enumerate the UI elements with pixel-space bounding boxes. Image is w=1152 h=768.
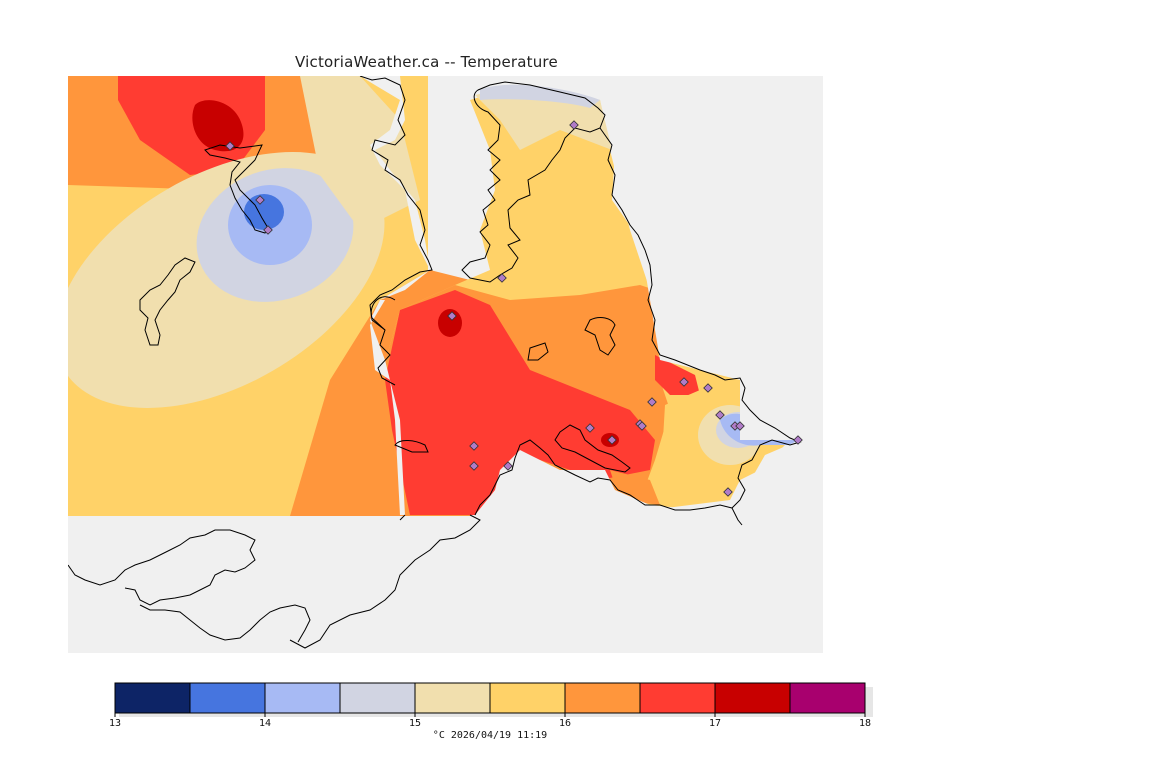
legend-swatch: [489, 682, 566, 714]
station-marker[interactable]: [730, 421, 740, 431]
station-marker[interactable]: [793, 435, 803, 445]
legend-swatch: [189, 682, 266, 714]
legend-swatch: [114, 682, 191, 714]
legend-swatch: [564, 682, 641, 714]
coastline: [68, 76, 802, 649]
station-marker[interactable]: [637, 421, 647, 431]
water: [360, 76, 823, 525]
station-marker[interactable]: [735, 421, 745, 431]
station-marker[interactable]: [447, 311, 457, 321]
temperature-map: [68, 76, 823, 653]
legend-tick-label: 17: [709, 718, 721, 729]
station-marker[interactable]: [255, 195, 265, 205]
legend-swatch: [714, 682, 791, 714]
station-marker[interactable]: [225, 141, 235, 151]
legend-swatch: [639, 682, 716, 714]
station-marker[interactable]: [497, 273, 507, 283]
legend-unit-label: °C 2026/04/19 11:19: [433, 730, 547, 741]
legend-swatch: [339, 682, 416, 714]
station-marker[interactable]: [569, 120, 579, 130]
map-title: VictoriaWeather.ca -- Temperature: [295, 53, 558, 71]
legend-tick-label: 14: [259, 718, 271, 729]
station-marker[interactable]: [607, 435, 617, 445]
station-marker[interactable]: [723, 487, 733, 497]
station-marker[interactable]: [679, 377, 689, 387]
legend-tick-label: 16: [559, 718, 571, 729]
station-marker[interactable]: [647, 397, 657, 407]
legend-swatch: [264, 682, 341, 714]
legend-tick-label: 18: [859, 718, 871, 729]
legend-tick-label: 13: [109, 718, 121, 729]
station-markers: [225, 120, 803, 497]
station-marker[interactable]: [469, 461, 479, 471]
station-marker[interactable]: [703, 383, 713, 393]
station-marker[interactable]: [585, 423, 595, 433]
station-marker[interactable]: [715, 410, 725, 420]
temperature-field: [68, 76, 470, 516]
legend-swatch: [789, 682, 866, 714]
station-marker[interactable]: [263, 225, 273, 235]
legend-tick-label: 15: [409, 718, 421, 729]
station-marker[interactable]: [503, 461, 513, 471]
station-marker[interactable]: [469, 441, 479, 451]
legend-swatch: [414, 682, 491, 714]
